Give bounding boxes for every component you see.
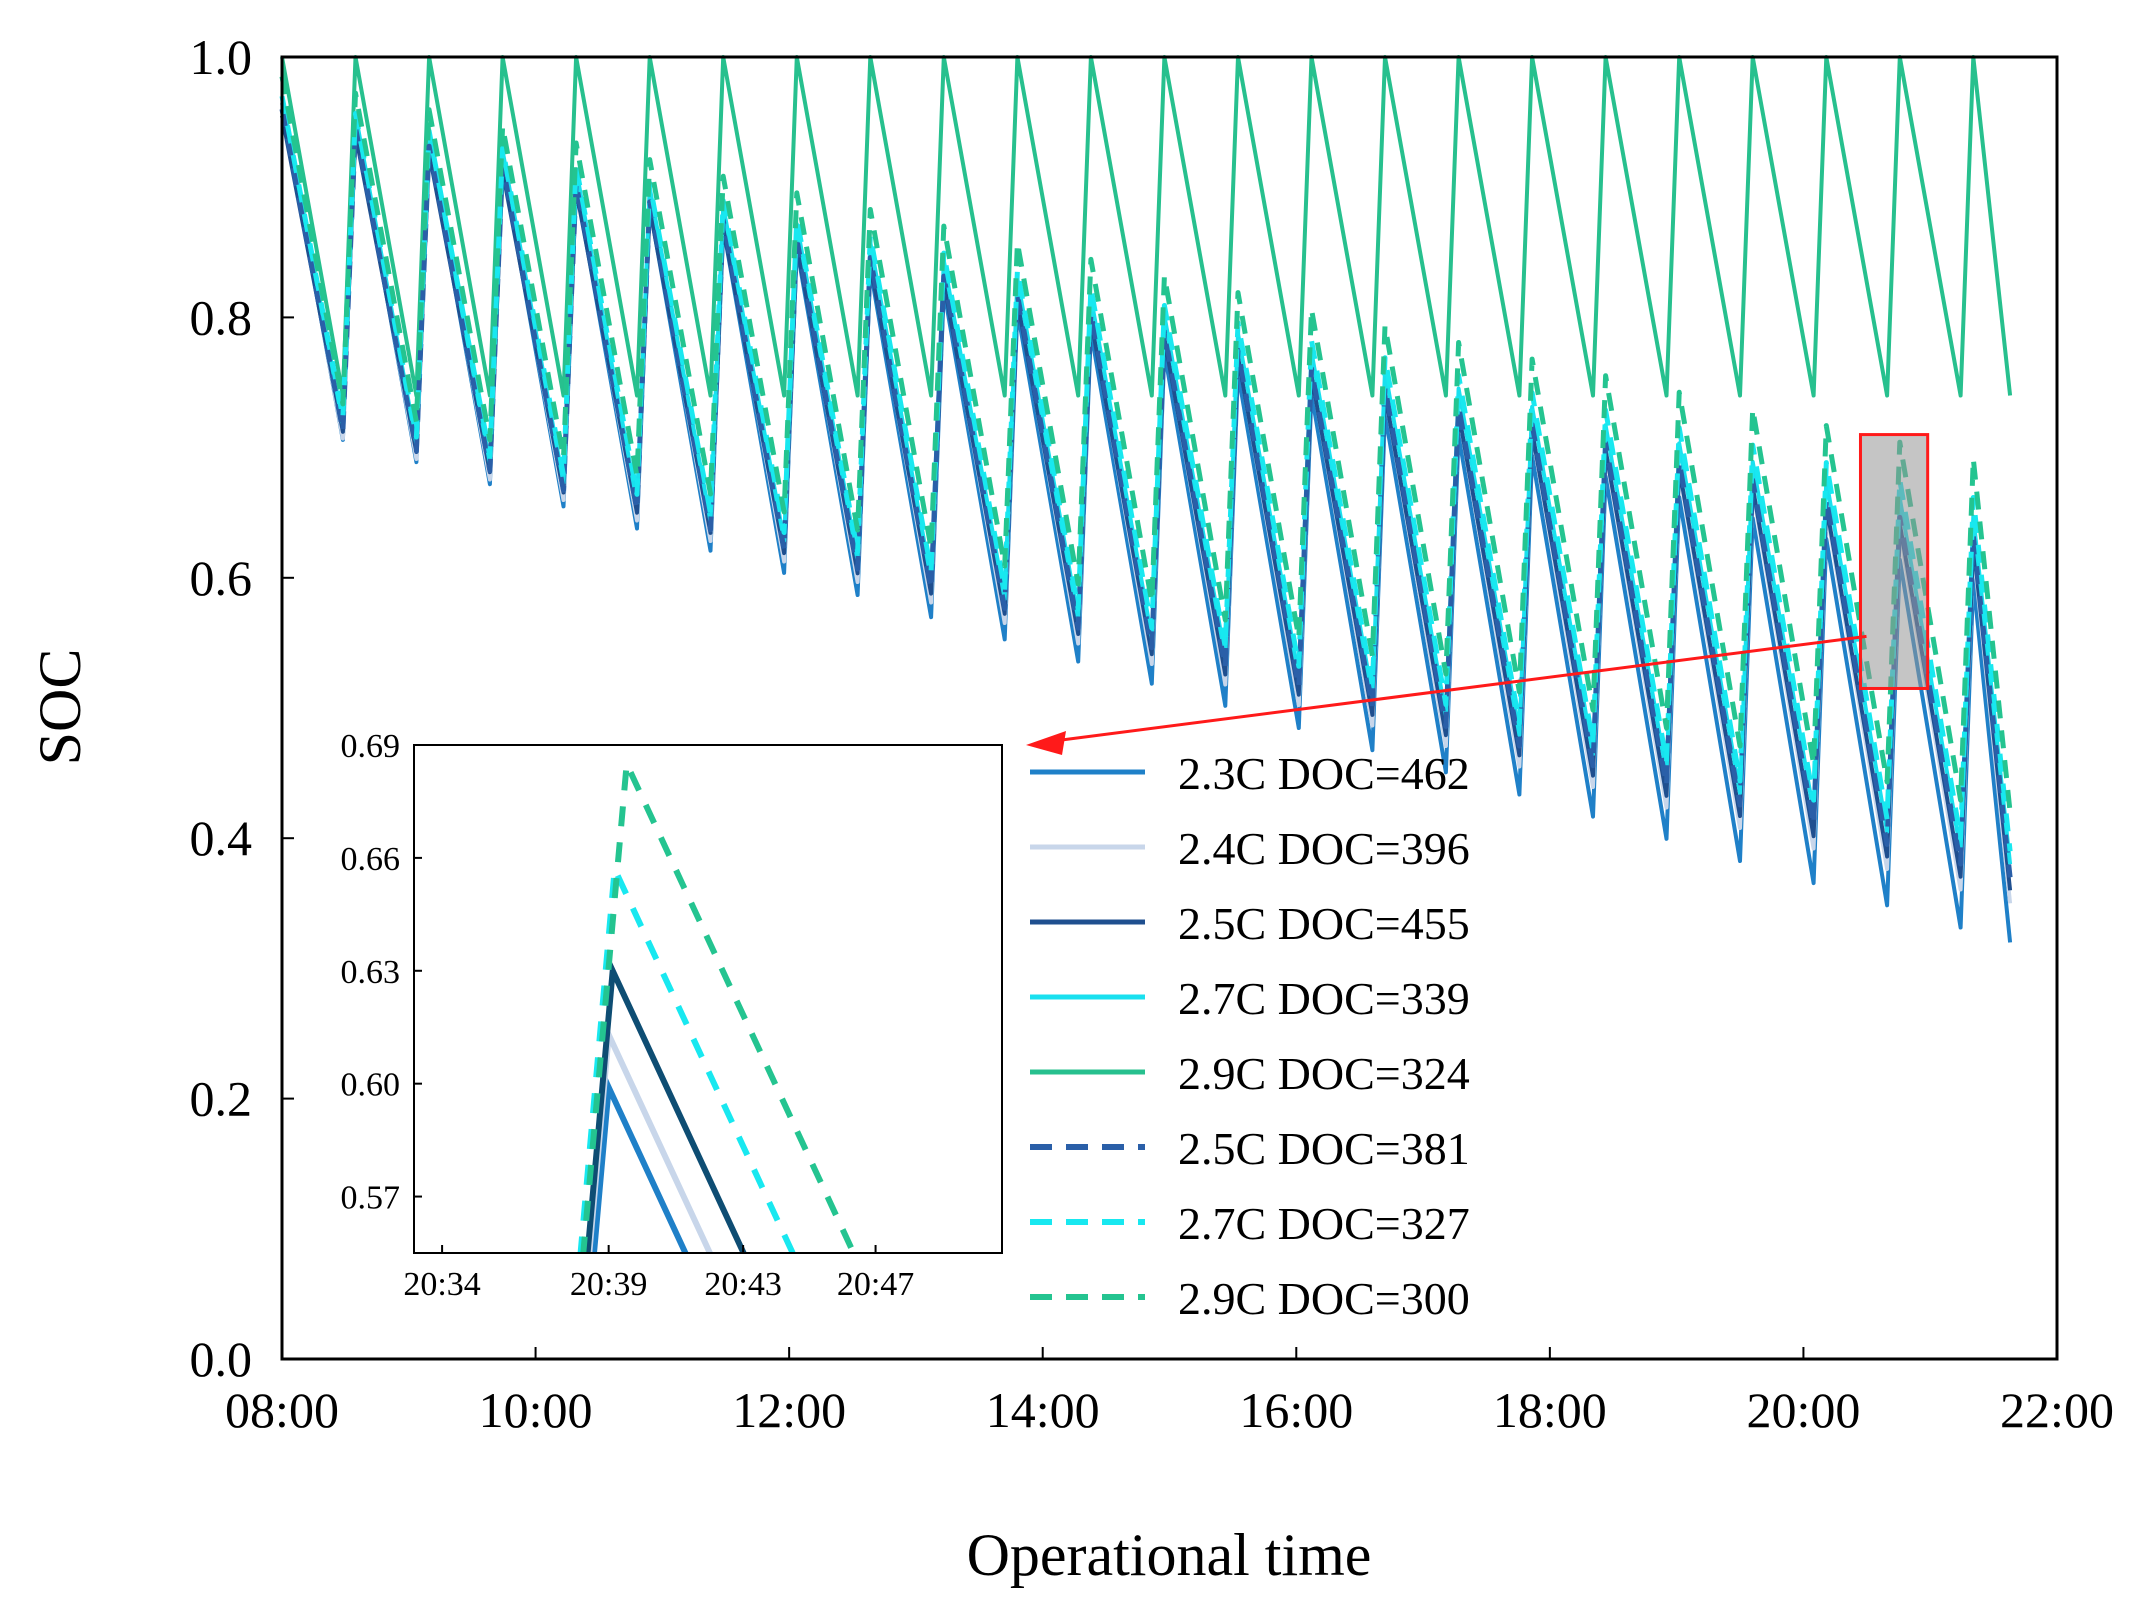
inset-y-tick-label: 0.60 bbox=[341, 1067, 401, 1104]
legend-label-2-4c-doc-396: 2.4C DOC=396 bbox=[1178, 823, 1470, 874]
inset-x-tick-label: 20:39 bbox=[570, 1266, 647, 1303]
legend-label-2-5c-doc-381: 2.5C DOC=381 bbox=[1178, 1123, 1470, 1174]
y-tick-label: 0.2 bbox=[190, 1071, 253, 1127]
y-tick-label: 0.8 bbox=[190, 289, 253, 345]
zoom-arrow-line bbox=[1045, 634, 1867, 744]
legend-label-2-7c-doc-339: 2.7C DOC=339 bbox=[1178, 973, 1470, 1024]
inset-y-tick-label: 0.69 bbox=[341, 728, 401, 765]
plot-frame bbox=[280, 55, 2059, 1361]
legend-label-2-5c-doc-455: 2.5C DOC=455 bbox=[1178, 898, 1470, 949]
inset-y-tick-label: 0.63 bbox=[341, 954, 401, 991]
y-axis: 0.0 0.2 0.4 0.6 0.8 1.0 bbox=[190, 29, 294, 1387]
inset-x-tick-label: 20:34 bbox=[403, 1266, 480, 1303]
legend-label-2-9c-doc-324: 2.9C DOC=324 bbox=[1178, 1048, 1470, 1099]
series-line-2-9c-doc-300 bbox=[279, 76, 2013, 813]
inset-series-group bbox=[577, 752, 857, 1253]
inset-chart: 20:34 20:39 20:43 20:47 0.57 0.60 0.63 0.66 0.6… bbox=[341, 728, 1003, 1303]
y-tick-label: 0.4 bbox=[190, 810, 253, 866]
y-tick-label: 0.0 bbox=[190, 1331, 253, 1387]
inset-frame bbox=[413, 744, 1003, 1254]
inset-series-line-2-5c-doc-455 bbox=[584, 959, 747, 1253]
legend-label-2-7c-doc-327: 2.7C DOC=327 bbox=[1178, 1198, 1470, 1249]
inset-x-tick-label: 20:43 bbox=[704, 1266, 781, 1303]
x-tick-label: 18:00 bbox=[1493, 1382, 1607, 1438]
zoom-box bbox=[1858, 433, 1930, 690]
x-tick-label: 20:00 bbox=[1746, 1382, 1860, 1438]
x-tick-label: 14:00 bbox=[986, 1382, 1100, 1438]
inset-series-line-2-9c-doc-300 bbox=[580, 752, 857, 1253]
x-tick-label: 22:00 bbox=[2000, 1382, 2114, 1438]
x-tick-label: 10:00 bbox=[479, 1382, 593, 1438]
series-line-2-9c-doc-324 bbox=[280, 55, 2013, 398]
inset-x-axis: 20:34 20:39 20:43 20:47 bbox=[403, 1245, 914, 1303]
zoom-arrow-head bbox=[1026, 731, 1066, 755]
inset-y-axis: 0.57 0.60 0.63 0.66 0.69 bbox=[341, 728, 422, 1217]
inset-y-tick-label: 0.57 bbox=[341, 1180, 401, 1217]
x-tick-label: 12:00 bbox=[732, 1382, 846, 1438]
main-series-group bbox=[279, 55, 2013, 943]
legend: 2.3C DOC=462 2.4C DOC=396 2.5C DOC=455 2.7C… bbox=[1030, 748, 1470, 1324]
y-tick-label: 1.0 bbox=[190, 29, 253, 85]
inset-y-tick-label: 0.66 bbox=[341, 841, 401, 878]
series-line-2-7c-doc-327 bbox=[279, 95, 2013, 852]
inset-background bbox=[414, 745, 1002, 1253]
zoom-indicator bbox=[1026, 433, 1930, 755]
x-tick-label: 16:00 bbox=[1239, 1382, 1353, 1438]
x-axis: 08:00 10:00 12:00 14:00 16:00 18:00 20:00 22:00 bbox=[225, 1347, 2114, 1438]
y-tick-label: 0.6 bbox=[190, 550, 253, 606]
legend-label-2-9c-doc-300: 2.9C DOC=300 bbox=[1178, 1273, 1470, 1324]
inset-series-line-2-3c-doc-462 bbox=[590, 1075, 689, 1253]
inset-x-tick-label: 20:47 bbox=[837, 1266, 914, 1303]
x-tick-label: 08:00 bbox=[225, 1382, 339, 1438]
x-axis-label: Operational time bbox=[967, 1522, 1372, 1588]
y-axis-label: SOC bbox=[27, 649, 93, 766]
legend-label-2-3c-doc-462: 2.3C DOC=462 bbox=[1178, 748, 1470, 799]
